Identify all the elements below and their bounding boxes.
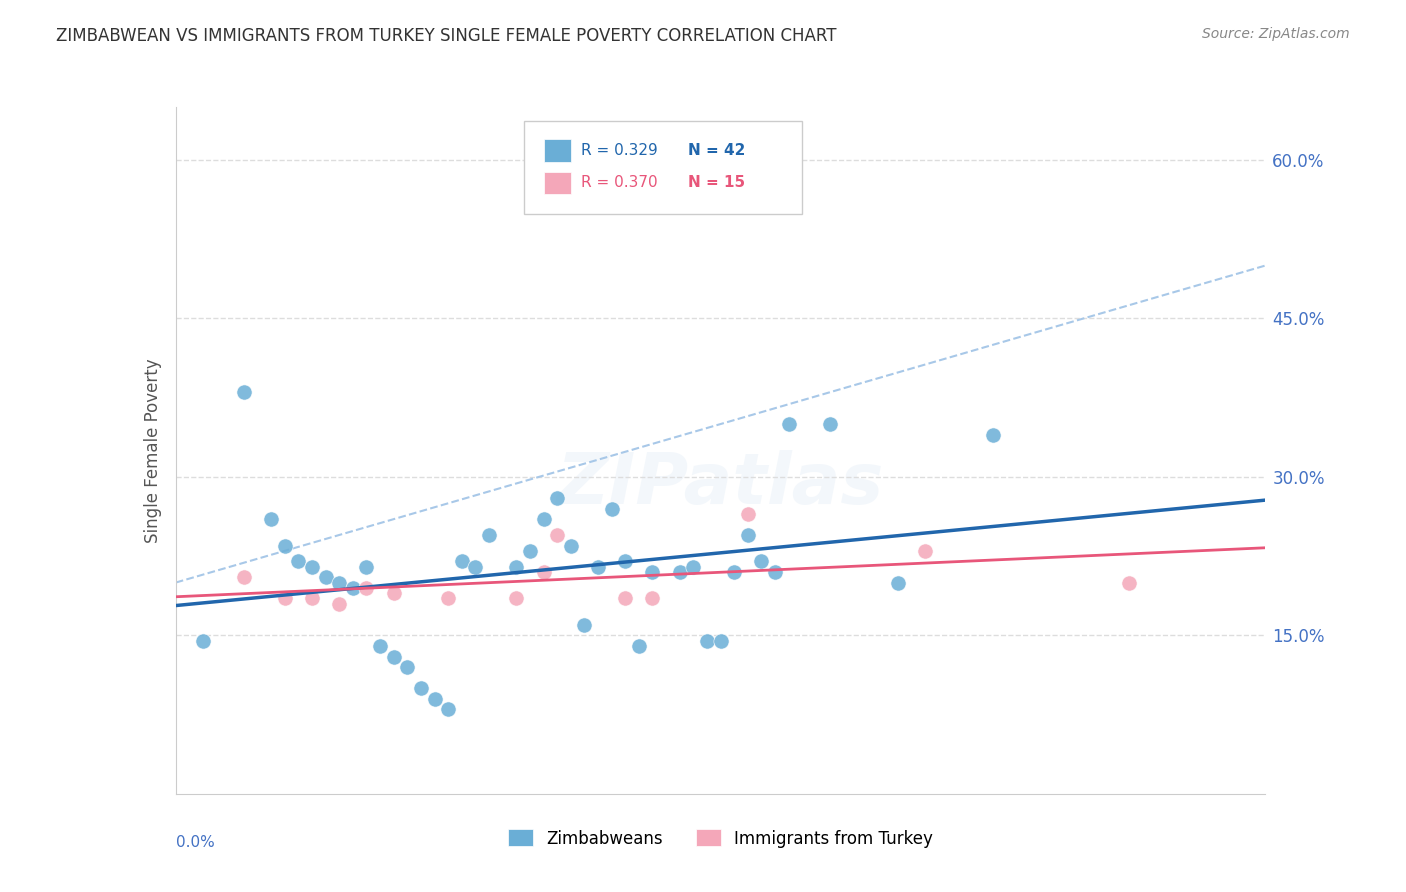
Point bbox=[301, 591, 323, 606]
Point bbox=[315, 570, 337, 584]
FancyBboxPatch shape bbox=[544, 171, 571, 194]
Point bbox=[641, 591, 664, 606]
Point bbox=[464, 559, 486, 574]
Point bbox=[546, 491, 568, 505]
Point bbox=[737, 507, 759, 521]
Point bbox=[627, 639, 650, 653]
Point bbox=[546, 528, 568, 542]
Point bbox=[519, 544, 541, 558]
Text: 0.0%: 0.0% bbox=[176, 835, 215, 850]
Point bbox=[696, 633, 718, 648]
Point bbox=[710, 633, 733, 648]
Text: R = 0.370: R = 0.370 bbox=[581, 175, 658, 190]
Point bbox=[232, 570, 254, 584]
Point bbox=[981, 427, 1004, 442]
Point bbox=[614, 554, 637, 568]
Point bbox=[382, 586, 405, 600]
Text: R = 0.329: R = 0.329 bbox=[581, 143, 658, 158]
Point bbox=[328, 575, 350, 590]
Point bbox=[274, 591, 297, 606]
Point bbox=[396, 660, 419, 674]
Point bbox=[356, 581, 378, 595]
Point bbox=[751, 554, 773, 568]
Point bbox=[478, 528, 501, 542]
Point bbox=[682, 559, 704, 574]
FancyBboxPatch shape bbox=[524, 120, 803, 213]
Text: ZIMBABWEAN VS IMMIGRANTS FROM TURKEY SINGLE FEMALE POVERTY CORRELATION CHART: ZIMBABWEAN VS IMMIGRANTS FROM TURKEY SIN… bbox=[56, 27, 837, 45]
Point bbox=[914, 544, 936, 558]
Point bbox=[723, 565, 745, 579]
Text: ZIPatlas: ZIPatlas bbox=[557, 450, 884, 519]
Point bbox=[274, 539, 297, 553]
Point bbox=[368, 639, 391, 653]
Point bbox=[260, 512, 283, 526]
Point bbox=[301, 559, 323, 574]
Point bbox=[382, 649, 405, 664]
Point bbox=[614, 591, 637, 606]
Point bbox=[533, 512, 555, 526]
Point bbox=[763, 565, 786, 579]
Point bbox=[232, 385, 254, 400]
Point bbox=[778, 417, 800, 431]
Point bbox=[886, 575, 908, 590]
Point bbox=[191, 633, 214, 648]
Point bbox=[533, 565, 555, 579]
Point bbox=[818, 417, 841, 431]
Point bbox=[409, 681, 432, 696]
Point bbox=[423, 691, 446, 706]
Legend: Zimbabweans, Immigrants from Turkey: Zimbabweans, Immigrants from Turkey bbox=[501, 822, 941, 855]
Point bbox=[737, 528, 759, 542]
Text: Source: ZipAtlas.com: Source: ZipAtlas.com bbox=[1202, 27, 1350, 41]
Text: N = 42: N = 42 bbox=[688, 143, 745, 158]
Point bbox=[450, 554, 472, 568]
Point bbox=[574, 617, 596, 632]
Point bbox=[328, 597, 350, 611]
Point bbox=[668, 565, 690, 579]
Point bbox=[505, 559, 527, 574]
FancyBboxPatch shape bbox=[544, 139, 571, 162]
Text: N = 15: N = 15 bbox=[688, 175, 745, 190]
Point bbox=[560, 539, 582, 553]
Point bbox=[586, 559, 609, 574]
Point bbox=[1118, 575, 1140, 590]
Point bbox=[287, 554, 309, 568]
Point bbox=[437, 591, 460, 606]
Point bbox=[437, 702, 460, 716]
Y-axis label: Single Female Poverty: Single Female Poverty bbox=[143, 359, 162, 542]
Point bbox=[641, 565, 664, 579]
Point bbox=[356, 559, 378, 574]
Point bbox=[600, 501, 623, 516]
Point bbox=[342, 581, 364, 595]
Point bbox=[505, 591, 527, 606]
